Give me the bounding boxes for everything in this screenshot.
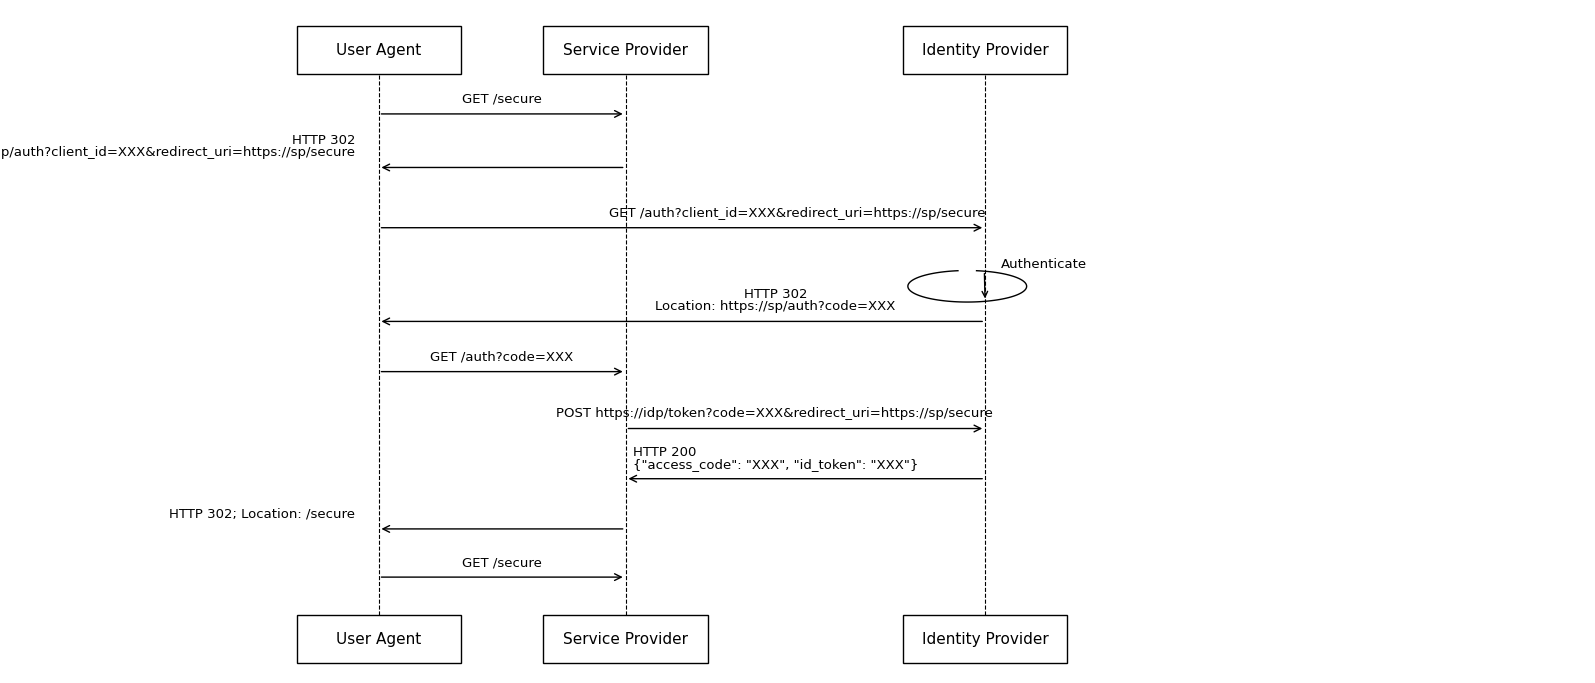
FancyBboxPatch shape xyxy=(297,26,461,74)
Text: HTTP 302; Location: /secure: HTTP 302; Location: /secure xyxy=(169,508,356,521)
Text: HTTP 302: HTTP 302 xyxy=(292,135,356,148)
Text: Identity Provider: Identity Provider xyxy=(922,43,1048,58)
Text: Service Provider: Service Provider xyxy=(563,632,687,647)
Text: Location: https://idp/auth?client_id=XXX&redirect_uri=https://sp/secure: Location: https://idp/auth?client_id=XXX… xyxy=(0,146,356,159)
Text: GET /secure: GET /secure xyxy=(463,93,542,106)
Text: HTTP 200: HTTP 200 xyxy=(633,445,697,459)
Text: {"access_code": "XXX", "id_token": "XXX"}: {"access_code": "XXX", "id_token": "XXX"… xyxy=(633,458,919,471)
Text: GET /auth?code=XXX: GET /auth?code=XXX xyxy=(431,350,574,363)
Text: Authenticate: Authenticate xyxy=(1000,258,1086,271)
FancyBboxPatch shape xyxy=(544,26,708,74)
Text: User Agent: User Agent xyxy=(337,632,421,647)
Text: Identity Provider: Identity Provider xyxy=(922,632,1048,647)
Text: Location: https://sp/auth?code=XXX: Location: https://sp/auth?code=XXX xyxy=(656,301,896,313)
Text: GET /auth?client_id=XXX&redirect_uri=https://sp/secure: GET /auth?client_id=XXX&redirect_uri=htt… xyxy=(609,207,986,220)
Text: User Agent: User Agent xyxy=(337,43,421,58)
Text: Service Provider: Service Provider xyxy=(563,43,687,58)
FancyBboxPatch shape xyxy=(544,615,708,663)
Text: HTTP 302: HTTP 302 xyxy=(743,288,807,301)
FancyBboxPatch shape xyxy=(297,615,461,663)
FancyBboxPatch shape xyxy=(903,615,1067,663)
Text: POST https://idp/token?code=XXX&redirect_uri=https://sp/secure: POST https://idp/token?code=XXX&redirect… xyxy=(557,408,992,421)
FancyBboxPatch shape xyxy=(903,26,1067,74)
Text: GET /secure: GET /secure xyxy=(463,556,542,569)
